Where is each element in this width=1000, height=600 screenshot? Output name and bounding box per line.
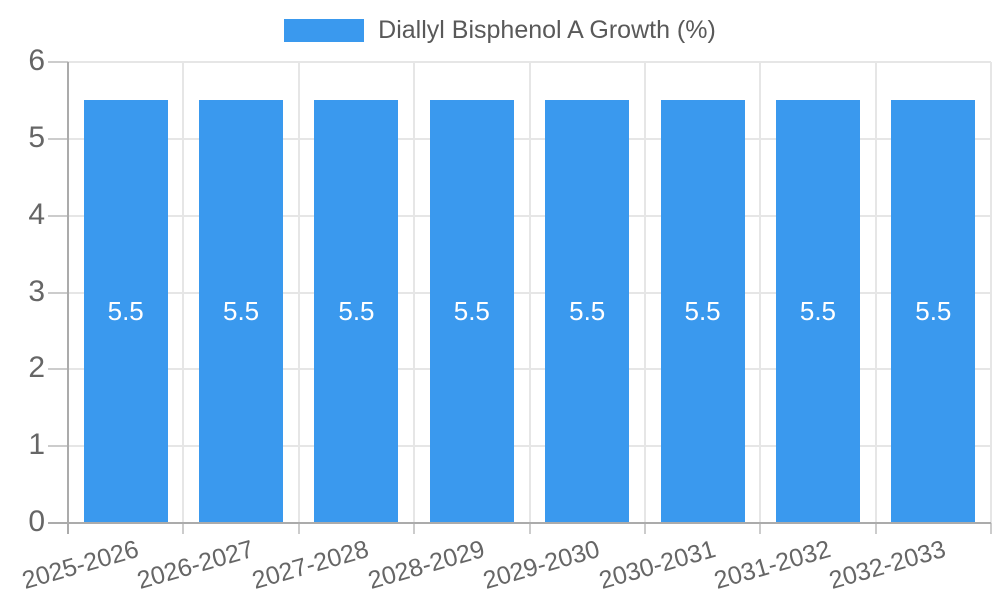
bar-value-label: 5.5 [915,296,952,327]
x-tick-mark [759,523,762,534]
bar[interactable]: 5.5 [660,100,745,523]
x-tick-mark [643,523,646,534]
x-tick-mark [528,523,531,534]
x-tick-mark [413,523,416,534]
y-tick-mark [48,445,68,448]
bar-value-label: 5.5 [222,296,260,327]
bar-value-label: 5.5 [107,296,144,327]
x-tick-mark [874,523,877,534]
x-tick-mark [182,523,185,534]
bar-value-label: 5.5 [799,296,837,327]
bar[interactable]: 5.5 [199,100,284,523]
y-axis-line [67,62,69,534]
bar[interactable]: 5.5 [83,100,168,523]
bar[interactable]: 5.5 [545,100,630,523]
legend-label: Diallyl Bisphenol A Growth (%) [378,16,716,44]
x-gridline [413,62,416,523]
bar[interactable]: 5.5 [429,100,514,523]
x-axis-line [48,522,991,524]
x-gridline [990,62,992,523]
x-gridline [643,62,646,523]
y-tick-label: 3 [28,274,45,308]
x-tick-mark [990,523,992,534]
bar-value-label: 5.5 [338,296,375,327]
x-gridline [182,62,185,523]
x-gridline [759,62,762,523]
bar[interactable]: 5.5 [775,100,860,523]
y-tick-label: 4 [28,197,45,231]
bar[interactable]: 5.5 [314,100,399,523]
bar[interactable]: 5.5 [891,100,976,523]
x-gridline [528,62,531,523]
bar-value-label: 5.5 [569,296,606,327]
x-tick-mark [297,523,300,534]
bar-value-label: 5.5 [453,296,490,327]
y-tick-label: 5 [28,120,45,154]
y-tick-mark [48,61,68,63]
legend-item[interactable]: Diallyl Bisphenol A Growth (%) [284,16,716,45]
legend: Diallyl Bisphenol A Growth (%) [0,16,1000,45]
y-tick-label: 6 [28,43,45,77]
legend-swatch-icon [284,19,365,42]
y-tick-label: 0 [28,504,45,538]
y-tick-mark [48,291,68,294]
x-gridline [297,62,300,523]
y-tick-mark [48,137,68,140]
bar-value-label: 5.5 [684,296,721,327]
y-tick-mark [48,368,68,371]
y-tick-label: 1 [28,428,45,462]
x-gridline [874,62,877,523]
y-tick-mark [48,214,68,217]
y-tick-label: 2 [28,351,45,385]
